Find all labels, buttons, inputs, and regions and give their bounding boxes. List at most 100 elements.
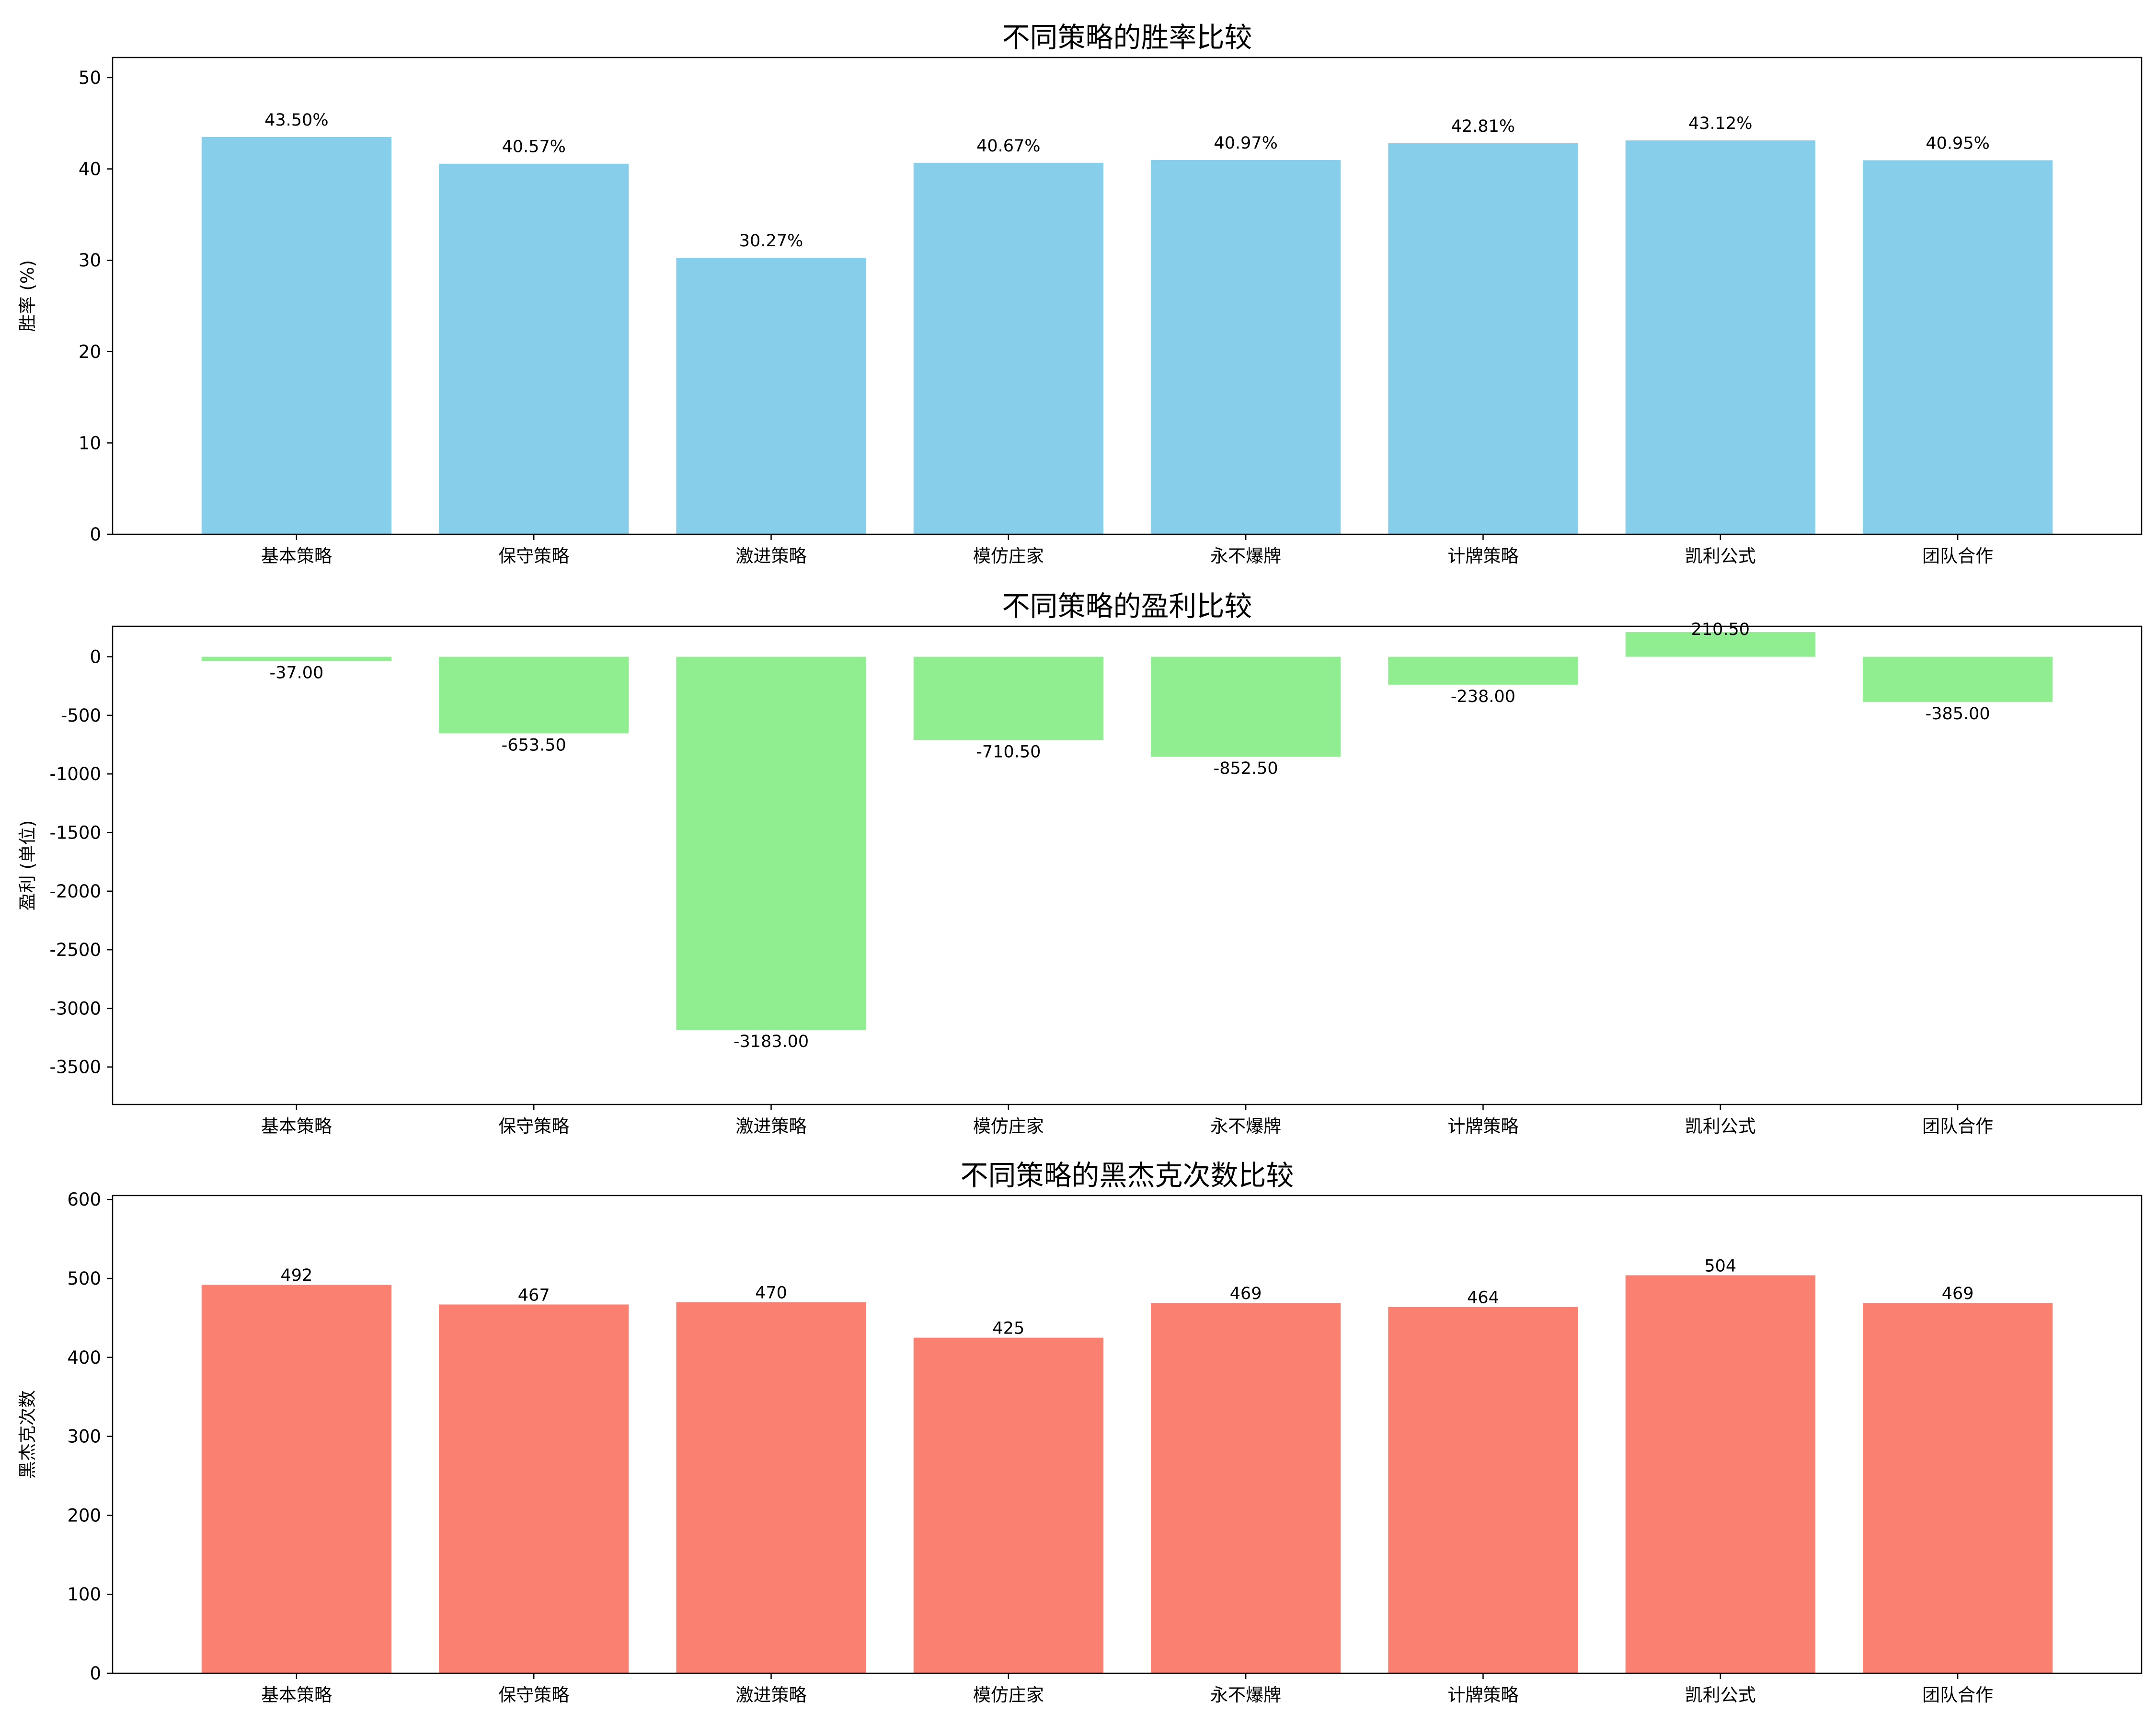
chart-title: 不同策略的胜率比较 xyxy=(1002,21,1252,54)
x-tick-label: 保守策略 xyxy=(498,1685,569,1705)
y-tick-label: -1000 xyxy=(49,764,101,784)
y-tick-label: 0 xyxy=(90,647,101,667)
bar xyxy=(1862,656,2053,702)
y-tick-label: -3500 xyxy=(49,1057,101,1078)
bar xyxy=(913,162,1103,534)
x-tick-label: 永不爆牌 xyxy=(1210,1116,1281,1137)
data-label: -653.50 xyxy=(502,736,566,755)
x-tick-label: 永不爆牌 xyxy=(1210,546,1281,566)
x-tick-label: 团队合作 xyxy=(1922,1685,1993,1705)
x-tick-label: 模仿庄家 xyxy=(973,546,1044,566)
data-label: -385.00 xyxy=(1926,704,1990,724)
bar xyxy=(1388,143,1578,535)
chart-title: 不同策略的盈利比较 xyxy=(1002,590,1252,622)
x-tick-label: 基本策略 xyxy=(261,546,332,566)
y-tick-label: 600 xyxy=(67,1189,101,1210)
y-tick-label: 0 xyxy=(90,1663,101,1684)
x-tick-label: 模仿庄家 xyxy=(973,1116,1044,1137)
x-tick-label: 保守策略 xyxy=(498,546,569,566)
chart-title: 不同策略的黑杰克次数比较 xyxy=(960,1159,1294,1192)
x-tick-label: 团队合作 xyxy=(1922,546,1993,566)
bar xyxy=(1862,160,2053,534)
y-tick-label: 400 xyxy=(67,1347,101,1368)
bar xyxy=(676,656,866,1030)
bar xyxy=(913,656,1103,740)
plot-frame xyxy=(112,1195,2143,1674)
y-tick-label: 40 xyxy=(79,159,101,180)
y-tick-label: 200 xyxy=(67,1505,101,1526)
x-tick-label: 计牌策略 xyxy=(1447,1685,1518,1705)
bar xyxy=(439,656,629,734)
x-tick-label: 计牌策略 xyxy=(1447,1116,1518,1137)
y-tick-label: -2000 xyxy=(49,881,101,902)
bar xyxy=(676,1302,866,1673)
x-tick-label: 凯利公式 xyxy=(1685,1116,1756,1137)
y-tick-label: 50 xyxy=(79,68,101,88)
x-tick-label: 计牌策略 xyxy=(1447,546,1518,566)
bar xyxy=(1388,1307,1578,1673)
data-label: 470 xyxy=(755,1283,787,1302)
data-label: 40.97% xyxy=(1214,134,1277,153)
y-axis-label: 黑杰克次数 xyxy=(17,1390,38,1479)
data-label: 40.95% xyxy=(1926,134,1989,153)
x-tick-label: 激进策略 xyxy=(736,1685,807,1705)
bar xyxy=(201,1285,392,1673)
data-label: 469 xyxy=(1230,1284,1262,1303)
y-tick-label: 100 xyxy=(67,1584,101,1605)
y-axis-label: 盈利 (单位) xyxy=(17,820,38,911)
data-label: 467 xyxy=(518,1286,550,1305)
y-axis-label: 胜率 (%) xyxy=(17,260,38,332)
bar xyxy=(1862,1303,2053,1673)
bar xyxy=(1151,1303,1341,1673)
data-label: -710.50 xyxy=(976,742,1041,761)
plot-frame xyxy=(112,625,2143,1105)
x-tick-label: 团队合作 xyxy=(1922,1116,1993,1137)
data-label: 43.12% xyxy=(1688,114,1752,133)
bar xyxy=(439,163,629,534)
bar xyxy=(201,137,392,534)
data-label: 43.50% xyxy=(264,111,328,130)
data-label: 40.57% xyxy=(502,138,565,157)
data-label: 492 xyxy=(280,1266,312,1285)
x-tick-label: 激进策略 xyxy=(736,546,807,566)
bar xyxy=(1388,656,1578,685)
bar xyxy=(676,258,866,534)
y-tick-label: -1500 xyxy=(49,823,101,843)
y-tick-label: 500 xyxy=(67,1268,101,1289)
x-tick-label: 凯利公式 xyxy=(1685,1685,1756,1705)
data-label: 464 xyxy=(1467,1288,1499,1307)
x-tick-label: 永不爆牌 xyxy=(1210,1685,1281,1705)
data-label: 504 xyxy=(1704,1256,1736,1276)
y-tick-label: 300 xyxy=(67,1426,101,1447)
y-tick-label: 30 xyxy=(79,250,101,271)
y-tick-label: -500 xyxy=(61,705,101,726)
y-tick-label: 10 xyxy=(79,433,101,453)
data-label: -3183.00 xyxy=(734,1032,809,1051)
x-tick-label: 模仿庄家 xyxy=(973,1685,1044,1705)
bar xyxy=(201,656,392,661)
x-tick-label: 基本策略 xyxy=(261,1685,332,1705)
data-label: -852.50 xyxy=(1214,759,1278,778)
y-tick-label: 20 xyxy=(79,342,101,362)
data-label: 42.81% xyxy=(1451,117,1515,136)
bar xyxy=(439,1304,629,1673)
data-label: -37.00 xyxy=(269,664,323,683)
x-tick-label: 激进策略 xyxy=(736,1116,807,1137)
plot-frame xyxy=(112,57,2143,535)
data-label: 469 xyxy=(1942,1284,1974,1303)
y-tick-label: 0 xyxy=(90,524,101,545)
x-tick-label: 保守策略 xyxy=(498,1116,569,1137)
y-tick-label: -2500 xyxy=(49,940,101,960)
bar xyxy=(1625,1275,1815,1673)
bar xyxy=(1151,656,1341,757)
data-label: 210.50 xyxy=(1691,620,1750,639)
bar xyxy=(1625,632,1815,657)
data-label: 40.67% xyxy=(976,137,1040,156)
bar xyxy=(1151,160,1341,534)
data-label: 425 xyxy=(992,1319,1024,1338)
data-label: 30.27% xyxy=(739,231,803,251)
